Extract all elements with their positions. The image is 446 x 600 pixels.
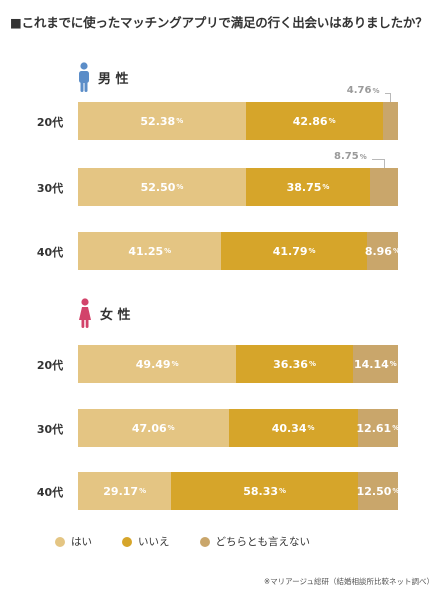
data-label: 42.86: [292, 114, 328, 128]
percent-sign: %: [392, 487, 400, 495]
bar-segment-neither: [382, 102, 398, 140]
row-label: 20代: [36, 116, 64, 129]
percent-sign: %: [167, 424, 175, 432]
data-label: 4.76: [346, 85, 372, 96]
row-label: 40代: [36, 486, 64, 499]
data-label: 41.79: [272, 244, 308, 258]
male-group-header: 男 性: [78, 60, 129, 94]
female-person-icon: [79, 298, 91, 328]
stacked-bar: 29.17% 58.33% 12.50%: [78, 472, 400, 510]
data-label: 49.49: [135, 357, 171, 371]
data-label: 40.34: [271, 421, 307, 435]
bar-segment-yes: 49.49%: [78, 345, 237, 383]
percent-sign: %: [359, 153, 367, 161]
percent-sign: %: [176, 183, 184, 191]
bar-segment-no: 36.36%: [236, 345, 353, 383]
percent-sign: %: [307, 424, 315, 432]
stacked-bar: 49.49% 36.36% 14.14%: [78, 345, 398, 383]
percent-sign: %: [176, 117, 184, 125]
bar-segment-yes: 41.25%: [78, 232, 222, 270]
data-label-callout: 4.76%: [347, 85, 380, 96]
row-label: 20代: [36, 359, 64, 372]
data-label: 47.06: [131, 421, 167, 435]
male-group-label: 男 性: [98, 71, 129, 87]
legend-label-neither: どちらとも言えない: [215, 536, 311, 548]
bar-segment-yes: 52.38%: [78, 102, 246, 140]
percent-sign: %: [389, 360, 397, 368]
stacked-bar: 41.25% 41.79% 8.96%: [78, 232, 400, 270]
percent-sign: %: [392, 247, 400, 255]
data-label: 14.14: [353, 357, 389, 371]
bar-segment-yes: 29.17%: [78, 472, 172, 510]
percent-sign: %: [308, 247, 316, 255]
bar-segment-neither: 12.61%: [356, 409, 400, 447]
bar-segment-yes: 52.50%: [78, 168, 246, 206]
stacked-bar: 52.38% 42.86%: [78, 102, 398, 140]
legend-label-yes: はい: [71, 536, 92, 548]
percent-sign: %: [392, 424, 400, 432]
percent-sign: %: [328, 117, 336, 125]
row-label: 30代: [36, 182, 64, 195]
bar-segment-neither: 14.14%: [352, 345, 398, 383]
legend-label-no: いいえ: [138, 536, 170, 548]
callout-leader-line: [384, 93, 392, 102]
bar-segment-no: 58.33%: [171, 472, 358, 510]
data-label: 41.25: [128, 244, 164, 258]
bar-segment-neither: 8.96%: [364, 232, 400, 270]
percent-sign: %: [308, 360, 316, 368]
bar-segment-no: 38.75%: [246, 168, 370, 206]
data-label: 8.75: [334, 151, 359, 162]
data-label: 29.17: [103, 484, 139, 498]
percent-sign: %: [322, 183, 330, 191]
data-label: 52.50: [140, 180, 176, 194]
legend-item-no: いいえ: [122, 534, 170, 549]
data-label: 36.36: [273, 357, 308, 371]
legend-swatch-neither: [199, 536, 210, 547]
data-label: 12.50: [356, 484, 392, 498]
female-group-header: 女 性: [78, 296, 131, 330]
legend-swatch-yes: [55, 536, 65, 547]
bar-segment-no: 42.86%: [245, 102, 383, 140]
bar-segment-neither: 12.50%: [356, 472, 400, 510]
bar-segment-yes: 47.06%: [78, 409, 229, 447]
row-label: 40代: [36, 246, 64, 259]
legend-swatch-no: [122, 536, 132, 547]
percent-sign: %: [171, 360, 179, 368]
chart-title: ■これまでに使ったマッチングアプリで満足の行く出会いはありましたか？: [10, 15, 428, 30]
percent-sign: %: [279, 487, 287, 495]
data-label: 38.75: [286, 180, 322, 194]
percent-sign: %: [372, 87, 380, 95]
percent-sign: %: [164, 247, 172, 255]
source-note: ※マリアージュ総研（結婚相談所比較ネット調べ）: [263, 577, 434, 586]
male-person-icon: [79, 62, 89, 92]
legend-item-neither: どちらとも言えない: [199, 534, 311, 549]
legend: はい いいえ どちらとも言えない: [55, 534, 340, 549]
bar-segment-no: 40.34%: [228, 409, 358, 447]
bar-segment-no: 41.79%: [221, 232, 367, 270]
callout-leader-line: [372, 159, 385, 168]
data-label: 58.33: [243, 484, 279, 498]
legend-item-yes: はい: [55, 534, 92, 549]
stacked-bar: 52.50% 38.75%: [78, 168, 398, 206]
stacked-bar: 47.06% 40.34% 12.61%: [78, 409, 400, 447]
percent-sign: %: [139, 487, 147, 495]
data-label-callout: 8.75%: [334, 151, 367, 162]
female-group-label: 女 性: [100, 307, 131, 323]
row-label: 30代: [36, 423, 64, 436]
data-label: 52.38: [140, 114, 176, 128]
bar-segment-neither: [370, 168, 398, 206]
data-label: 8.96: [364, 244, 392, 258]
data-label: 12.61: [356, 421, 392, 435]
